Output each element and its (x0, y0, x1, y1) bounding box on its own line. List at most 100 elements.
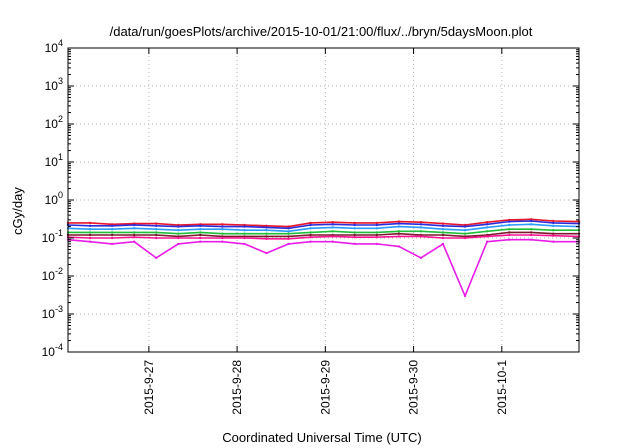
data-point (309, 221, 312, 225)
data-point (177, 229, 180, 232)
data-point (485, 223, 489, 226)
series-line-6 (67, 234, 580, 240)
data-point (133, 236, 136, 239)
data-point (287, 235, 290, 238)
x-axis-ticks: 2015-9-27 2015-9-28 2015-9-29 2015-9-30 2015… (142, 48, 509, 415)
data-point (265, 235, 268, 238)
data-point (155, 256, 158, 260)
data-point (441, 222, 445, 225)
data-point (88, 228, 92, 231)
data-point (88, 236, 92, 240)
data-point (221, 240, 224, 243)
data-point (287, 225, 290, 228)
x-tick-label: 2015-9-28 (230, 360, 244, 415)
data-point (353, 242, 356, 246)
data-point (177, 232, 180, 235)
y-tick-base: 10 (45, 79, 59, 93)
data-point (110, 236, 114, 240)
series-line-4 (68, 228, 579, 235)
y-tick-label: 102 (45, 114, 63, 131)
y-tick-base: 10 (45, 193, 59, 207)
data-point (177, 225, 180, 228)
data-point (265, 226, 268, 229)
data-point (375, 223, 378, 227)
data-point (287, 230, 290, 233)
data-point (221, 223, 224, 226)
x-tick-label: 2015-9-29 (318, 360, 332, 415)
data-point (265, 251, 268, 255)
data-point (331, 235, 334, 238)
data-point (133, 233, 136, 237)
data-point (508, 233, 511, 237)
series-line-7 (67, 238, 579, 297)
data-point (463, 225, 467, 228)
data-point (508, 218, 511, 222)
data-point (287, 232, 290, 235)
data-point (441, 233, 445, 237)
data-point (221, 236, 224, 240)
data-point (397, 245, 401, 248)
data-point (221, 225, 224, 228)
data-point (397, 220, 401, 223)
y-tick-label: 100 (45, 190, 63, 207)
data-point (309, 223, 312, 227)
data-point (199, 236, 202, 240)
data-point (331, 230, 334, 233)
data-point (243, 242, 246, 246)
data-point (309, 227, 312, 230)
y-tick-exponent: 4 (58, 38, 63, 48)
data-point (375, 231, 378, 234)
data-point (397, 232, 401, 235)
y-tick-label: 104 (45, 38, 63, 55)
data-point (155, 224, 158, 227)
data-point (463, 229, 467, 232)
data-point (110, 224, 114, 227)
data-point (552, 232, 555, 235)
data-point (552, 221, 555, 225)
data-point (133, 223, 136, 227)
data-point (177, 242, 180, 246)
data-point (508, 238, 511, 241)
y-tick-exponent: 3 (58, 76, 63, 86)
data-point (353, 221, 356, 225)
data-point (110, 231, 114, 234)
y-tick-label: 103 (45, 76, 63, 93)
data-point (88, 224, 92, 227)
data-point (199, 240, 202, 243)
data-point (419, 226, 423, 229)
data-point (485, 235, 489, 238)
data-point (155, 231, 158, 234)
series-line-5 (68, 231, 579, 238)
x-tick-label: 2015-10-1 (495, 360, 509, 415)
series-line-1 (68, 218, 580, 228)
data-point (287, 237, 290, 240)
data-point (397, 235, 401, 238)
data-point (419, 235, 423, 238)
data-point (375, 233, 378, 237)
data-point (243, 232, 246, 235)
data-point (375, 242, 378, 246)
data-point (397, 222, 401, 225)
data-point (265, 229, 268, 232)
data-point (88, 221, 92, 225)
y-tick-label: 10-3 (42, 304, 63, 321)
y-tick-exponent: -2 (55, 266, 63, 276)
data-point (133, 227, 136, 230)
data-point (353, 236, 356, 239)
data-point (463, 236, 467, 240)
y-tick-exponent: 1 (58, 152, 63, 162)
data-point (243, 225, 246, 228)
x-tick-label: 2015-9-27 (142, 360, 156, 415)
data-point (463, 232, 467, 235)
data-point (375, 221, 378, 225)
data-point (552, 219, 555, 223)
data-point (419, 223, 423, 226)
data-point (463, 294, 467, 298)
series-line-2 (67, 220, 580, 230)
data-point (155, 222, 158, 225)
data-point (110, 233, 114, 237)
y-tick-label: 101 (45, 152, 63, 169)
y-tick-exponent: -1 (55, 228, 63, 238)
y-tick-label: 10-2 (42, 266, 63, 283)
data-point (243, 229, 246, 232)
